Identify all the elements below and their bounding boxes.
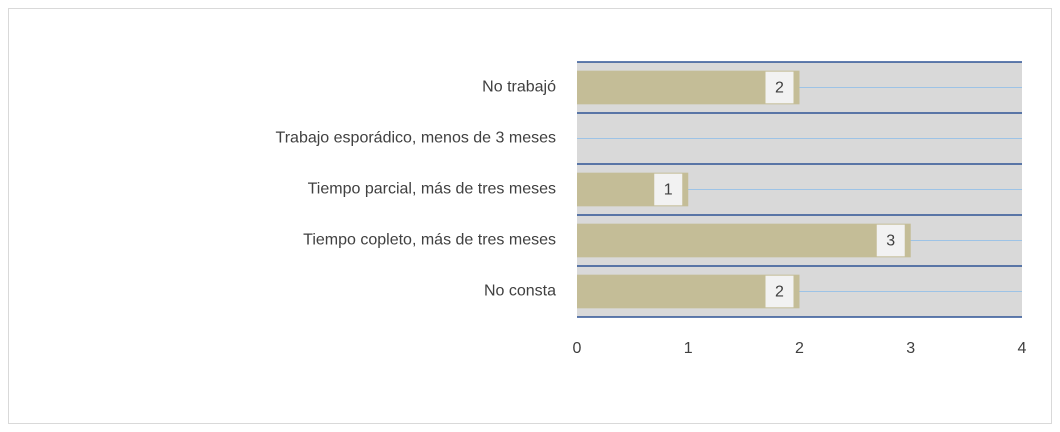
x-tick-label: 3 (906, 340, 915, 357)
bar (577, 274, 800, 309)
value-label: 3 (886, 233, 895, 250)
x-tick-label: 4 (1018, 340, 1027, 357)
value-label-box (876, 224, 905, 257)
y-tick-label: Tiempo parcial, más de tres meses (308, 181, 556, 198)
value-label: 2 (775, 284, 784, 301)
y-tick-label: No trabajó (482, 79, 556, 96)
value-label-box (765, 275, 794, 308)
value-label-box (654, 173, 683, 206)
value-label: 2 (775, 80, 784, 97)
y-tick-label: Trabajo esporádico, menos de 3 meses (276, 130, 556, 147)
y-tick-label: No consta (484, 283, 556, 300)
y-tick-label: Tiempo copleto, más de tres meses (303, 232, 556, 249)
value-label: 1 (664, 182, 673, 199)
x-tick-label: 1 (684, 340, 693, 357)
x-tick-label: 2 (795, 340, 804, 357)
x-tick-label: 0 (573, 340, 582, 357)
value-label-box (765, 71, 794, 104)
bar (577, 223, 911, 258)
bar (577, 70, 800, 105)
